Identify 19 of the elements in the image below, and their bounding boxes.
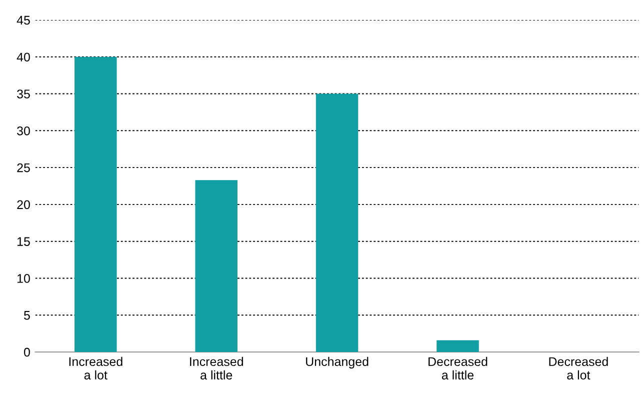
bar (195, 180, 238, 352)
y-tick-label: 20 (17, 200, 30, 210)
x-tick-label: Increased a lot (69, 356, 122, 380)
y-tick-label: 5 (24, 311, 30, 320)
y-tick-label: 30 (17, 126, 30, 136)
x-tick-label: Decreased a lot (549, 356, 608, 380)
y-tick-label: 35 (17, 90, 30, 98)
bar (436, 340, 479, 352)
y-tick-label: 45 (16, 16, 30, 25)
x-tick-label: Unchanged (306, 356, 368, 369)
bar (316, 94, 358, 352)
y-tick-label: 40 (16, 52, 30, 62)
y-tick-label: 0 (24, 348, 30, 357)
y-tick-label: 10 (18, 274, 30, 283)
y-tick-label: 15 (18, 237, 30, 246)
bar (74, 56, 117, 352)
x-tick-label: Decreased a little (428, 356, 488, 380)
x-tick-label: Increased a little (190, 356, 243, 380)
y-tick-label: 25 (17, 163, 30, 172)
